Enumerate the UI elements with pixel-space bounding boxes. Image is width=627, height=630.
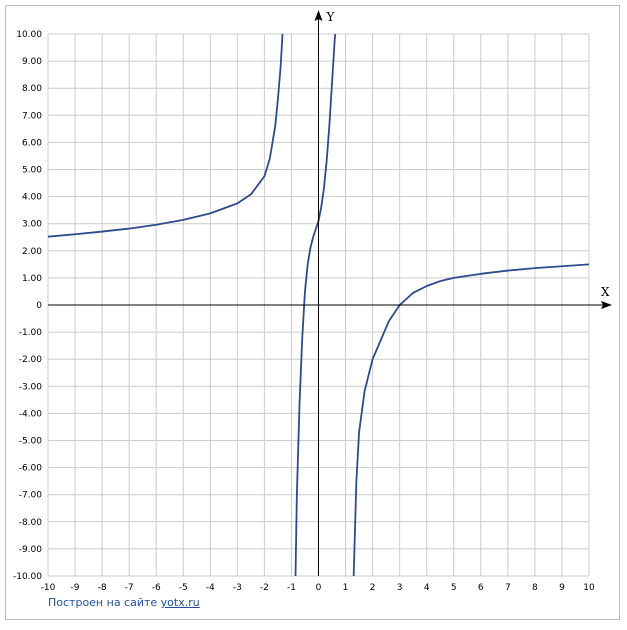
x-tick-label: -2 bbox=[260, 583, 269, 593]
x-tick-label: 5 bbox=[451, 583, 457, 593]
y-tick-label: 3.00 bbox=[22, 220, 42, 230]
y-tick-label: -7.00 bbox=[19, 491, 43, 501]
y-tick-label: -1.00 bbox=[19, 328, 43, 338]
x-axis-label: X bbox=[601, 285, 610, 299]
y-tick-label: -2.00 bbox=[19, 355, 43, 365]
x-tick-label: 0 bbox=[316, 583, 322, 593]
x-tick-label: -5 bbox=[179, 583, 188, 593]
x-tick-label: 3 bbox=[397, 583, 403, 593]
tick-labels: XY-10 -9 -8 -7 -6 -5 -4 -3 -2 -1 0 1 2 3 4 5 6 7 8 9 1010.00… bbox=[13, 10, 610, 593]
axes bbox=[48, 10, 612, 576]
y-tick-label: 1.00 bbox=[22, 274, 42, 284]
x-tick-label: 9 bbox=[559, 583, 565, 593]
x-tick-label: -6 bbox=[152, 583, 161, 593]
y-tick-label: -10.00 bbox=[13, 572, 42, 582]
credit-prefix: Построен на сайте bbox=[48, 596, 161, 609]
y-tick-label: -9.00 bbox=[19, 545, 43, 555]
series-layer bbox=[48, 34, 589, 576]
x-tick-label: -10 bbox=[41, 583, 56, 593]
y-tick-label: -4.00 bbox=[19, 409, 43, 419]
chart-frame bbox=[5, 5, 620, 620]
x-tick-label: -1 bbox=[287, 583, 296, 593]
x-tick-label: 1 bbox=[343, 583, 349, 593]
credit-link[interactable]: yotx.ru bbox=[160, 596, 200, 609]
x-tick-label: 2 bbox=[370, 583, 376, 593]
x-tick-label: 10 bbox=[583, 583, 595, 593]
x-tick-label: -8 bbox=[98, 583, 107, 593]
x-tick-label: -4 bbox=[206, 583, 215, 593]
credit-line: Построен на сайте yotx.ru bbox=[48, 596, 200, 609]
y-tick-label: 2.00 bbox=[22, 247, 42, 257]
y-axis-label: Y bbox=[326, 10, 336, 24]
x-tick-label: -3 bbox=[233, 583, 242, 593]
series-0-branch-2 bbox=[352, 263, 589, 576]
y-tick-label: 0 bbox=[36, 301, 42, 311]
x-tick-label: 8 bbox=[532, 583, 538, 593]
y-tick-label: 6.00 bbox=[22, 138, 42, 148]
y-tick-label: 5.00 bbox=[22, 166, 42, 176]
x-tick-label: -7 bbox=[125, 583, 134, 593]
y-tick-label: -5.00 bbox=[19, 437, 43, 447]
x-tick-label: 4 bbox=[424, 583, 430, 593]
x-tick-label: -9 bbox=[71, 583, 80, 593]
x-tick-label: 7 bbox=[505, 583, 511, 593]
y-tick-label: 8.00 bbox=[22, 84, 42, 94]
y-tick-label: 4.00 bbox=[22, 193, 42, 203]
y-tick-label: 10.00 bbox=[16, 30, 42, 40]
y-tick-label: -3.00 bbox=[19, 382, 43, 392]
y-tick-label: 7.00 bbox=[22, 111, 42, 121]
series-0-branch-1 bbox=[294, 34, 337, 576]
y-axis-arrow bbox=[314, 10, 323, 21]
y-tick-label: 9.00 bbox=[22, 57, 42, 67]
y-tick-label: -6.00 bbox=[19, 464, 43, 474]
y-tick-label: -8.00 bbox=[19, 518, 43, 528]
series-0-branch-0 bbox=[48, 34, 284, 238]
x-axis-arrow bbox=[601, 301, 612, 309]
x-tick-label: 6 bbox=[478, 583, 484, 593]
